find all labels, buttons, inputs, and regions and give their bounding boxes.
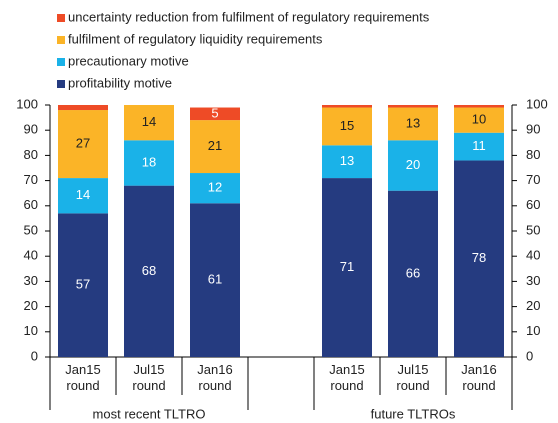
bar-segment — [190, 120, 240, 174]
legend-label: fulfilment of regulatory liquidity requi… — [68, 31, 323, 46]
y2-tick-label: 50 — [526, 222, 540, 237]
value-label: 78 — [472, 250, 486, 265]
value-label: 71 — [340, 259, 354, 274]
legend-label: precautionary motive — [68, 53, 189, 68]
y2-tick-label: 10 — [526, 323, 540, 338]
x-tick-label: Jan15 round — [329, 362, 365, 393]
y-tick-label: 100 — [16, 96, 38, 111]
bar-segment — [388, 140, 438, 191]
y-tick-label: 10 — [24, 323, 38, 338]
bar-segment — [322, 105, 372, 108]
y-tick-label: 80 — [24, 147, 38, 162]
bar-segment — [454, 160, 504, 357]
value-label: 27 — [76, 135, 90, 150]
y-tick-label: 30 — [24, 273, 38, 288]
bar-segment — [124, 185, 174, 357]
bar-segment — [322, 178, 372, 357]
bar-segment — [190, 203, 240, 357]
value-label: 13 — [406, 115, 420, 130]
y-tick-label: 90 — [24, 122, 38, 137]
value-label: 68 — [142, 263, 156, 278]
y2-tick-label: 80 — [526, 147, 540, 162]
value-label: 21 — [208, 138, 222, 153]
legend-swatch — [57, 14, 65, 22]
bar-segment — [388, 107, 438, 141]
y2-tick-label: 90 — [526, 122, 540, 137]
legend-label: uncertainty reduction from fulfilment of… — [68, 9, 430, 24]
value-label: 20 — [406, 157, 420, 172]
bar-segment — [58, 213, 108, 357]
y2-tick-label: 70 — [526, 172, 540, 187]
bar-segment — [124, 140, 174, 186]
y2-tick-label: 0 — [526, 348, 533, 363]
y-tick-label: 20 — [24, 298, 38, 313]
y2-tick-label: 30 — [526, 273, 540, 288]
bar-segment — [454, 132, 504, 161]
value-label: 12 — [208, 180, 222, 195]
bar-segment — [388, 105, 438, 108]
bar-segment — [454, 105, 504, 108]
value-label: 14 — [142, 114, 156, 129]
value-label: 18 — [142, 154, 156, 169]
legend-swatch — [57, 58, 65, 66]
value-label: 5 — [211, 105, 218, 120]
value-label: 14 — [76, 187, 90, 202]
bar-segment — [322, 145, 372, 179]
x-tick-label: Jul15 round — [132, 362, 166, 393]
y2-tick-label: 40 — [526, 248, 540, 263]
legend-swatch — [57, 80, 65, 88]
bar-segment — [388, 190, 438, 357]
y2-tick-label: 100 — [526, 96, 548, 111]
bar-segment — [58, 105, 108, 111]
value-label: 13 — [340, 153, 354, 168]
bar-segment — [58, 178, 108, 214]
x-tick-label: Jan16 round — [197, 362, 233, 393]
bar-segment — [322, 107, 372, 146]
value-label: 61 — [208, 272, 222, 287]
y-tick-label: 60 — [24, 197, 38, 212]
x-tick-label: Jan15 round — [65, 362, 101, 393]
x-tick-label: Jan16 round — [461, 362, 497, 393]
bar-segment — [190, 107, 240, 121]
y-tick-label: 50 — [24, 222, 38, 237]
legend-swatch — [57, 36, 65, 44]
value-label: 15 — [340, 118, 354, 133]
y2-tick-label: 60 — [526, 197, 540, 212]
y-tick-label: 0 — [31, 348, 38, 363]
y2-tick-label: 20 — [526, 298, 540, 313]
bar-segment — [190, 173, 240, 204]
bar-segment — [124, 105, 174, 141]
value-label: 57 — [76, 277, 90, 292]
bar-segment — [58, 110, 108, 179]
legend-label: profitability motive — [68, 75, 172, 90]
group-label: future TLTROs — [371, 406, 456, 421]
bar-segment — [454, 107, 504, 133]
x-tick-label: Jul15 round — [396, 362, 430, 393]
value-label: 66 — [406, 265, 420, 280]
value-label: 10 — [472, 112, 486, 127]
group-label: most recent TLTRO — [93, 406, 206, 421]
y-tick-label: 70 — [24, 172, 38, 187]
value-label: 11 — [472, 138, 486, 153]
y-tick-label: 40 — [24, 248, 38, 263]
